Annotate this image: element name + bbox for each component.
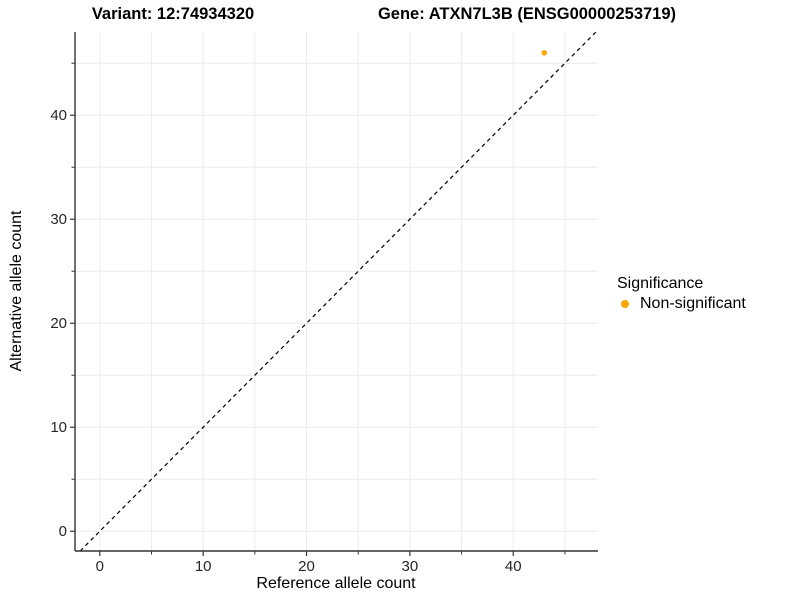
legend-title: Significance xyxy=(617,275,704,292)
legend-item: Non-significant xyxy=(617,294,746,313)
y-tick-label: 10 xyxy=(50,419,67,436)
legend-point-icon xyxy=(621,299,629,308)
identity-line xyxy=(79,31,597,552)
x-tick-label: 30 xyxy=(402,558,419,575)
x-tick-label: 10 xyxy=(195,558,212,575)
legend-item-label: Non-significant xyxy=(640,294,746,312)
y-axis-title: Alternative allele count xyxy=(8,210,25,372)
variant-title: Variant: 12:74934320 xyxy=(91,5,255,23)
x-tick-label: 40 xyxy=(505,558,522,575)
y-tick-label: 40 xyxy=(50,107,67,124)
data-point xyxy=(541,50,548,56)
y-tick-label: 0 xyxy=(59,523,67,540)
x-axis-title: Reference allele count xyxy=(256,575,416,592)
y-tick-label: 30 xyxy=(50,211,67,228)
y-tick-label: 20 xyxy=(50,315,67,332)
x-tick-label: 0 xyxy=(96,558,104,575)
x-tick-label: 20 xyxy=(298,558,315,575)
legend: Significance Non-significant xyxy=(617,273,746,313)
gene-title: Gene: ATXN7L3B (ENSG00000253719) xyxy=(377,5,677,23)
